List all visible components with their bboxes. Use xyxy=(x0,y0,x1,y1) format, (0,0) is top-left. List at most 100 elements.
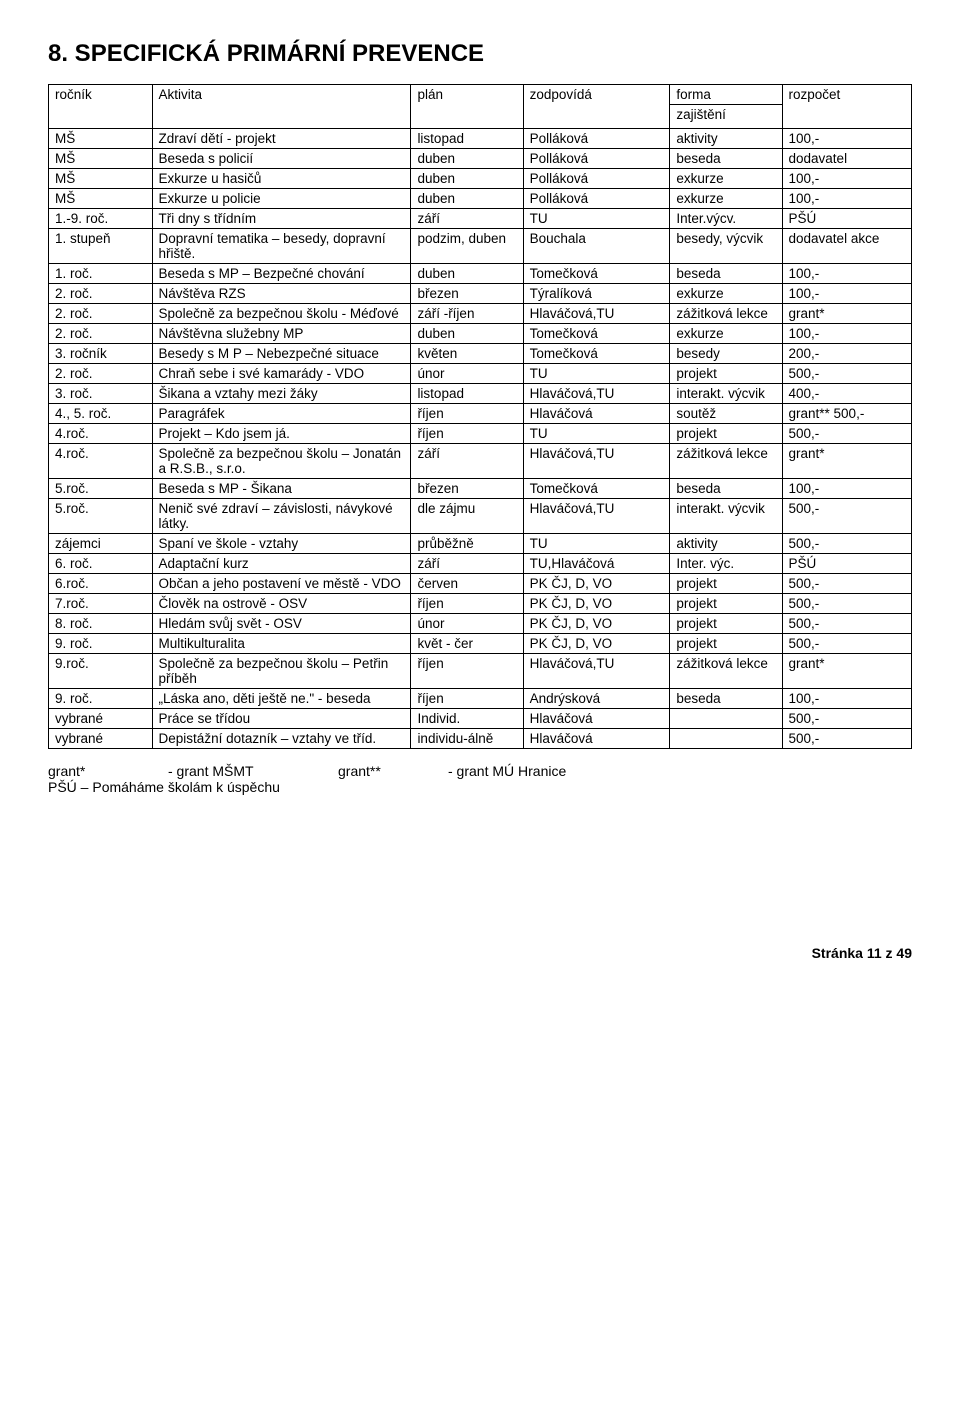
table-cell: 500,- xyxy=(782,709,911,729)
table-row: 7.roč.Člověk na ostrově - OSVříjenPK ČJ,… xyxy=(49,594,912,614)
table-cell: projekt xyxy=(670,424,782,444)
table-row: 2. roč.Návštěvna služebny MPdubenTomečko… xyxy=(49,324,912,344)
table-cell: dodavatel akce xyxy=(782,229,911,264)
table-cell: 4.roč. xyxy=(49,444,153,479)
table-cell: 3. ročník xyxy=(49,344,153,364)
table-row: 1. roč.Beseda s MP – Bezpečné chovánídub… xyxy=(49,264,912,284)
table-cell: Beseda s MP - Šikana xyxy=(152,479,411,499)
table-cell: 500,- xyxy=(782,634,911,654)
table-cell: dle zájmu xyxy=(411,499,523,534)
table-cell: 6.roč. xyxy=(49,574,153,594)
table-cell: říjen xyxy=(411,654,523,689)
table-cell: 9. roč. xyxy=(49,634,153,654)
table-cell: Exkurze u policie xyxy=(152,189,411,209)
page-title: 8. SPECIFICKÁ PRIMÁRNÍ PREVENCE xyxy=(48,40,912,68)
table-cell: vybrané xyxy=(49,729,153,749)
table-cell: 4., 5. roč. xyxy=(49,404,153,424)
table-cell: TU xyxy=(523,364,670,384)
table-row: 2. roč.Společně za bezpečnou školu - Méď… xyxy=(49,304,912,324)
table-cell: duben xyxy=(411,324,523,344)
table-row: 2. roč.Chraň sebe i své kamarády - VDOún… xyxy=(49,364,912,384)
table-cell: září xyxy=(411,444,523,479)
table-cell: Projekt – Kdo jsem já. xyxy=(152,424,411,444)
table-cell: 2. roč. xyxy=(49,364,153,384)
table-cell: Hlaváčová xyxy=(523,729,670,749)
table-cell: Hledám svůj svět - OSV xyxy=(152,614,411,634)
table-cell: MŠ xyxy=(49,169,153,189)
table-cell: MŠ xyxy=(49,129,153,149)
table-cell: Nenič své zdraví – závislosti, návykové … xyxy=(152,499,411,534)
table-row: 4.roč.Společně za bezpečnou školu – Jona… xyxy=(49,444,912,479)
table-cell: listopad xyxy=(411,384,523,404)
table-cell: dodavatel xyxy=(782,149,911,169)
table-cell: Inter.výcv. xyxy=(670,209,782,229)
table-row: 3. roč.Šikana a vztahy mezi žákylistopad… xyxy=(49,384,912,404)
table-cell: říjen xyxy=(411,424,523,444)
table-cell: Zdraví dětí - projekt xyxy=(152,129,411,149)
table-cell: duben xyxy=(411,149,523,169)
table-cell: PK ČJ, D, VO xyxy=(523,594,670,614)
table-cell: zájemci xyxy=(49,534,153,554)
table-cell: 5.roč. xyxy=(49,499,153,534)
table-cell: Tomečková xyxy=(523,324,670,344)
table-cell: 400,- xyxy=(782,384,911,404)
table-cell: projekt xyxy=(670,614,782,634)
table-cell: Návštěvna služebny MP xyxy=(152,324,411,344)
table-cell: Beseda s policií xyxy=(152,149,411,169)
table-cell: průběžně xyxy=(411,534,523,554)
table-cell: Chraň sebe i své kamarády - VDO xyxy=(152,364,411,384)
table-row: 9. roč.„Láska ano, děti ještě ne." - bes… xyxy=(49,689,912,709)
table-cell: 500,- xyxy=(782,614,911,634)
table-cell: říjen xyxy=(411,404,523,424)
table-cell: květen xyxy=(411,344,523,364)
table-cell: besedy, výcvik xyxy=(670,229,782,264)
table-cell: Hlaváčová,TU xyxy=(523,654,670,689)
table-cell: 4.roč. xyxy=(49,424,153,444)
table-row: 4.roč.Projekt – Kdo jsem já.říjenTUproje… xyxy=(49,424,912,444)
table-cell: Občan a jeho postavení ve městě - VDO xyxy=(152,574,411,594)
table-cell: projekt xyxy=(670,364,782,384)
table-cell: MŠ xyxy=(49,189,153,209)
table-row: MŠBeseda s policiídubenPollákovábesedado… xyxy=(49,149,912,169)
table-cell: Hlaváčová xyxy=(523,709,670,729)
table-cell: říjen xyxy=(411,689,523,709)
table-cell: soutěž xyxy=(670,404,782,424)
table-cell: individu-álně xyxy=(411,729,523,749)
table-cell: Hlaváčová,TU xyxy=(523,444,670,479)
table-cell: interakt. výcvik xyxy=(670,499,782,534)
table-cell: duben xyxy=(411,189,523,209)
table-cell: 100,- xyxy=(782,264,911,284)
table-cell: Multikulturalita xyxy=(152,634,411,654)
table-cell: 500,- xyxy=(782,729,911,749)
table-cell: TU xyxy=(523,424,670,444)
col-zodpovida: zodpovídá xyxy=(523,85,670,129)
table-cell: 500,- xyxy=(782,364,911,384)
table-cell: 2. roč. xyxy=(49,284,153,304)
table-cell: projekt xyxy=(670,634,782,654)
table-cell: Inter. výc. xyxy=(670,554,782,574)
table-row: 6.roč.Občan a jeho postavení ve městě - … xyxy=(49,574,912,594)
table-cell: 2. roč. xyxy=(49,324,153,344)
table-cell: únor xyxy=(411,614,523,634)
table-cell: beseda xyxy=(670,689,782,709)
table-row: vybranéPráce se třídouIndivid.Hlaváčová5… xyxy=(49,709,912,729)
table-cell: Dopravní tematika – besedy, dopravní hři… xyxy=(152,229,411,264)
table-cell: MŠ xyxy=(49,149,153,169)
table-cell: Šikana a vztahy mezi žáky xyxy=(152,384,411,404)
table-cell: Návštěva RZS xyxy=(152,284,411,304)
table-cell: vybrané xyxy=(49,709,153,729)
table-row: MŠExkurze u policiedubenPollákováexkurze… xyxy=(49,189,912,209)
table-cell: 500,- xyxy=(782,534,911,554)
table-cell: interakt. výcvik xyxy=(670,384,782,404)
table-cell: 100,- xyxy=(782,284,911,304)
table-row: vybranéDepistážní dotazník – vztahy ve t… xyxy=(49,729,912,749)
table-cell: září -říjen xyxy=(411,304,523,324)
table-cell: říjen xyxy=(411,594,523,614)
table-cell: 7.roč. xyxy=(49,594,153,614)
table-cell: zážitková lekce xyxy=(670,444,782,479)
table-cell: 2. roč. xyxy=(49,304,153,324)
table-cell: 9. roč. xyxy=(49,689,153,709)
table-cell: Člověk na ostrově - OSV xyxy=(152,594,411,614)
table-cell: Exkurze u hasičů xyxy=(152,169,411,189)
table-cell: září xyxy=(411,209,523,229)
